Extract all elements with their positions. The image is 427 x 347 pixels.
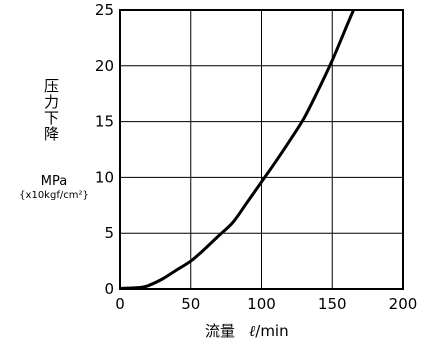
y-axis-unit: MPa {x10kgf/cm²} [6,175,102,203]
y-tick-labels: 0 5 10 15 20 25 [95,1,114,298]
x-axis-label: 流量 ℓ/min [205,320,289,341]
x-tick-labels: 0 50 100 150 200 [115,295,417,313]
plot-frame [119,9,404,290]
x-tick-label: 200 [389,295,418,313]
x-unit-symbol: ℓ [249,322,256,340]
series-line [119,9,355,290]
y-tick-label: 10 [95,168,114,186]
y-axis-label: 压力下降 [42,78,60,142]
x-tick-label: 150 [318,295,347,313]
x-unit-text: /min [255,322,289,340]
y-tick-label: 25 [95,1,114,19]
y-unit-primary: MPa [40,174,68,189]
grid-lines [119,9,404,290]
y-tick-label: 0 [104,280,114,298]
x-axis-title: 流量 [205,322,236,340]
y-tick-label: 20 [95,57,114,75]
x-tick-label: 0 [115,295,125,313]
x-tick-label: 100 [247,295,276,313]
x-tick-label: 50 [181,295,200,313]
y-tick-label: 5 [104,224,114,242]
y-unit-alt: {x10kgf/cm²} [19,190,89,201]
y-tick-label: 15 [95,113,114,131]
